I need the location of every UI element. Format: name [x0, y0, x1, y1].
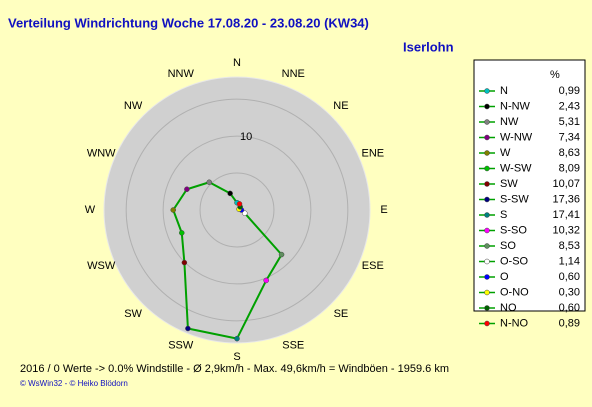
legend-value: 8,09	[559, 162, 580, 174]
direction-label: W	[85, 204, 96, 216]
direction-label: S	[233, 351, 240, 363]
legend-label: NO	[500, 302, 517, 314]
data-point	[236, 201, 243, 207]
grid-circle	[162, 135, 312, 285]
direction-label: SSW	[168, 340, 194, 352]
data-point	[184, 186, 190, 192]
data-point	[206, 179, 213, 186]
legend-label: S-SW	[500, 193, 529, 205]
data-point	[234, 335, 240, 342]
legend-marker	[484, 88, 490, 94]
legend-label: W	[500, 147, 511, 159]
legend-value: 8,63	[559, 147, 580, 159]
legend-label: O-SO	[500, 255, 529, 267]
legend-label: N	[500, 85, 508, 97]
direction-label: WNW	[87, 148, 116, 160]
legend-marker	[484, 119, 490, 125]
direction-label: E	[380, 204, 387, 216]
direction-label: NNW	[168, 68, 195, 80]
direction-label: N	[233, 57, 241, 69]
legend-label: NW	[500, 116, 519, 128]
direction-label: NE	[333, 100, 348, 112]
legend-value: 10,07	[552, 178, 580, 190]
chart-title: Verteilung Windrichtung Woche 17.08.20 -…	[8, 15, 369, 30]
legend-label: O-NO	[500, 286, 529, 298]
direction-label: SW	[124, 308, 142, 320]
data-point	[242, 210, 248, 216]
legend-value: 0,89	[559, 317, 580, 329]
legend-value: 0,30	[559, 286, 580, 298]
legend-label: W-SW	[500, 162, 532, 174]
legend-label: N-NO	[500, 317, 529, 329]
data-point	[278, 251, 285, 258]
legend-label: O	[500, 271, 509, 283]
direction-label: NW	[124, 100, 143, 112]
legend-marker	[484, 258, 490, 265]
legend-marker	[484, 227, 490, 234]
legend-marker	[484, 274, 490, 280]
legend-marker	[484, 305, 490, 311]
legend-label: SW	[500, 178, 518, 190]
direction-label: ENE	[361, 148, 384, 160]
credit: © WsWin32 - © Heiko Blödorn	[20, 379, 128, 388]
legend-value: 0,99	[559, 85, 580, 97]
legend-value: 5,31	[559, 116, 580, 128]
legend-value: 8,53	[559, 240, 580, 252]
r-tick-label: 10	[240, 131, 252, 143]
legend-label: S-SO	[500, 224, 527, 236]
legend-value: 10,32	[552, 224, 580, 236]
data-point	[227, 190, 233, 197]
legend-label: SO	[500, 240, 516, 252]
legend-value: 1,14	[559, 255, 580, 267]
legend-label: N-NW	[500, 100, 531, 112]
legend-value: 17,36	[552, 193, 580, 205]
direction-label: WSW	[87, 260, 116, 272]
footer: 2016 / 0 Werte -> 0.0% Windstille - Ø 2,…	[20, 363, 449, 375]
legend-header: %	[550, 69, 560, 81]
legend-value: 2,43	[559, 100, 580, 112]
legend-value: 0,60	[559, 271, 580, 283]
legend-marker	[484, 212, 490, 218]
legend-marker	[484, 103, 490, 110]
data-point	[179, 230, 185, 236]
data-point	[181, 259, 188, 266]
legend-marker	[484, 150, 490, 156]
legend-label: S	[500, 209, 507, 221]
direction-label: SSE	[282, 340, 304, 352]
legend-marker	[484, 243, 490, 249]
legend-marker	[484, 134, 490, 141]
chart-subtitle: Iserlohn	[403, 39, 454, 54]
legend-marker	[484, 320, 490, 327]
data-point	[263, 277, 269, 284]
direction-label: SE	[334, 308, 349, 320]
direction-label: ESE	[362, 260, 384, 272]
legend-marker	[484, 165, 490, 172]
legend-value: 17,41	[552, 209, 580, 221]
grid-circle	[125, 98, 349, 322]
legend-value: 0,60	[559, 302, 580, 314]
legend-marker	[484, 196, 490, 203]
data-point	[185, 325, 191, 332]
legend-marker	[484, 181, 490, 187]
legend-value: 7,34	[559, 131, 580, 143]
legend-label: W-NW	[500, 131, 533, 143]
grid-circle	[199, 172, 275, 248]
data-point	[170, 207, 176, 213]
legend	[473, 59, 586, 312]
legend-marker	[484, 289, 490, 296]
direction-label: NNE	[282, 68, 305, 80]
